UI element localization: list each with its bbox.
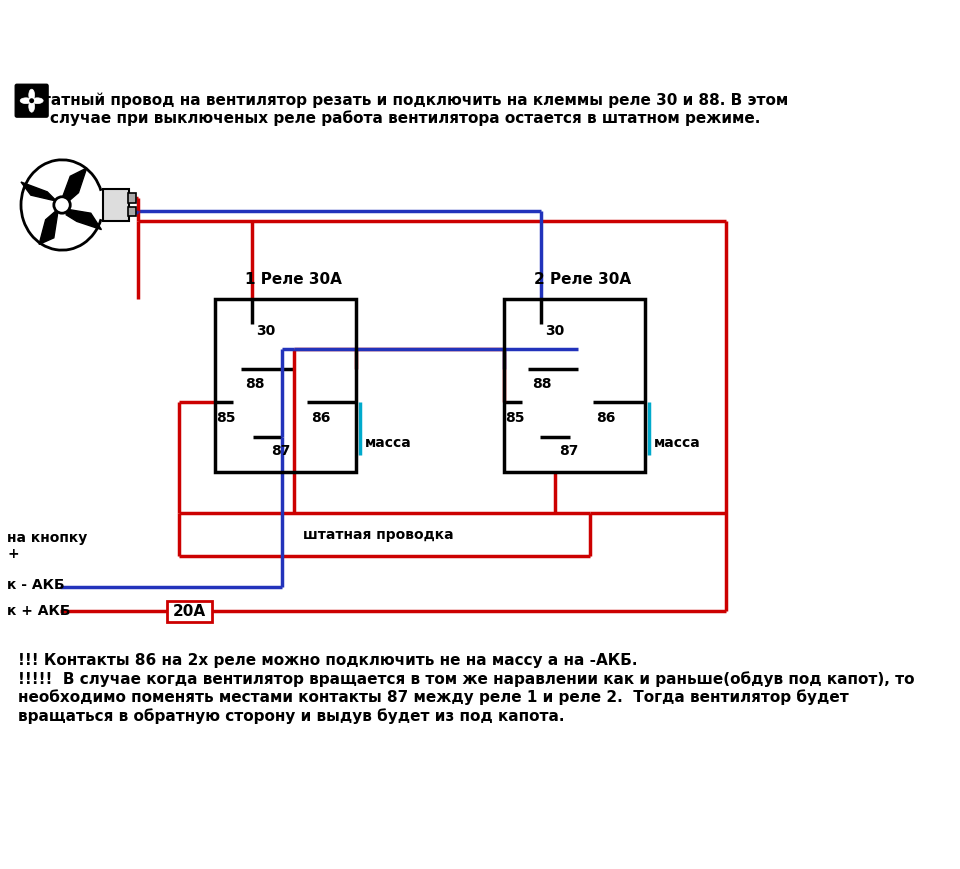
- Text: 30: 30: [256, 323, 276, 338]
- Text: штатная проводка: штатная проводка: [302, 527, 453, 541]
- Text: !!!!!  В случае когда вентилятор вращается в том же наравлении как и раньше(обду: !!!!! В случае когда вентилятор вращаетс…: [17, 672, 914, 724]
- Text: 86: 86: [596, 412, 616, 426]
- Polygon shape: [62, 168, 86, 203]
- Text: 20А: 20А: [173, 604, 206, 619]
- FancyBboxPatch shape: [15, 84, 48, 117]
- Text: 85: 85: [506, 412, 525, 426]
- Text: 85: 85: [216, 412, 236, 426]
- Bar: [103, 189, 130, 222]
- Text: масса: масса: [654, 436, 701, 450]
- Bar: [128, 194, 136, 203]
- Ellipse shape: [20, 98, 32, 103]
- Text: 1 Реле 30А: 1 Реле 30А: [245, 272, 342, 287]
- Circle shape: [54, 196, 70, 213]
- Text: !!! Контакты 86 на 2х реле можно подключить не на массу а на -АКБ.: !!! Контакты 86 на 2х реле можно подключ…: [17, 653, 637, 667]
- Text: на кнопку
+: на кнопку +: [7, 531, 87, 561]
- Bar: [215, 300, 356, 472]
- Text: 2 Реле 30А: 2 Реле 30А: [534, 272, 632, 287]
- Text: 30: 30: [545, 323, 564, 338]
- Ellipse shape: [29, 101, 35, 112]
- Text: 88: 88: [245, 377, 265, 391]
- Text: 87: 87: [559, 444, 578, 458]
- Text: 86: 86: [311, 412, 330, 426]
- Polygon shape: [39, 209, 58, 244]
- Bar: [167, 600, 212, 622]
- Ellipse shape: [29, 90, 35, 101]
- Polygon shape: [66, 209, 102, 229]
- Bar: [128, 207, 136, 216]
- Ellipse shape: [32, 98, 43, 103]
- Polygon shape: [21, 182, 58, 202]
- Text: Штатный провод на вентилятор резать и подключить на клеммы реле 30 и 88. В этом
: Штатный провод на вентилятор резать и по…: [23, 92, 788, 126]
- Circle shape: [29, 98, 35, 103]
- Bar: [504, 300, 645, 472]
- Text: к - АКБ: к - АКБ: [7, 578, 64, 592]
- Text: масса: масса: [365, 436, 412, 450]
- Text: 87: 87: [272, 444, 291, 458]
- Text: к + АКБ: к + АКБ: [7, 605, 70, 619]
- Text: 88: 88: [533, 377, 552, 391]
